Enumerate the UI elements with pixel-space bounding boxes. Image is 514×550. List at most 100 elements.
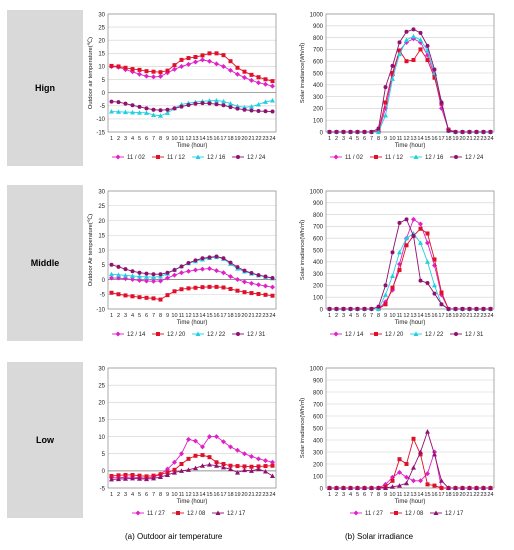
legend-item: 11 / 12 xyxy=(370,155,404,161)
data-point xyxy=(123,476,128,481)
x-axis-label: Time (hour) xyxy=(395,499,426,505)
data-point xyxy=(214,284,219,289)
data-point xyxy=(186,436,191,442)
data-point xyxy=(481,307,486,311)
data-point xyxy=(256,80,261,86)
data-point xyxy=(207,266,212,272)
plot-frame xyxy=(107,13,277,133)
x-tick-label: 11 xyxy=(397,313,403,319)
data-point xyxy=(397,268,402,273)
data-point xyxy=(207,284,212,289)
x-tick-label: 16 xyxy=(431,136,437,142)
x-tick-label: 6 xyxy=(363,492,366,498)
y-tick-label: 5 xyxy=(102,263,106,269)
legend-item: 12 / 22 xyxy=(192,331,226,338)
data-point xyxy=(418,221,423,227)
x-tick-label: 22 xyxy=(473,492,479,498)
x-tick-label: 20 xyxy=(459,313,465,319)
x-tick-label: 24 xyxy=(487,492,493,498)
data-point xyxy=(228,444,233,450)
data-point xyxy=(404,243,409,248)
data-point xyxy=(355,485,360,490)
data-point xyxy=(116,275,121,281)
data-point xyxy=(123,101,128,106)
data-point xyxy=(390,285,395,290)
series-1 xyxy=(109,284,275,302)
legend-label: 11 / 02 xyxy=(127,155,146,161)
data-point xyxy=(109,63,114,68)
y-tick-label: 1000 xyxy=(310,12,324,18)
legend-marker xyxy=(374,155,378,159)
data-point xyxy=(425,281,430,286)
legend-label: 12 / 17 xyxy=(227,511,246,517)
x-tick-label: 9 xyxy=(384,313,387,319)
data-point xyxy=(270,79,275,84)
data-point xyxy=(242,279,247,285)
x-tick-label: 3 xyxy=(342,136,345,142)
x-tick-label: 12 xyxy=(403,492,409,498)
data-point xyxy=(432,483,437,488)
data-point xyxy=(228,466,233,472)
data-point xyxy=(144,278,149,284)
data-point xyxy=(411,233,416,238)
x-tick-label: 23 xyxy=(262,136,268,142)
data-point xyxy=(397,220,402,225)
data-point xyxy=(193,465,198,471)
data-point xyxy=(460,307,465,311)
x-axis-label: Time (hour) xyxy=(395,320,426,326)
data-point xyxy=(270,293,275,298)
legend-marker xyxy=(236,332,240,336)
x-tick-label: 4 xyxy=(131,492,134,498)
legend-label: 11 / 27 xyxy=(147,511,166,517)
data-point xyxy=(172,66,177,72)
x-tick-label: 14 xyxy=(199,492,205,498)
data-point xyxy=(207,51,212,56)
data-point xyxy=(256,282,261,288)
data-point xyxy=(418,478,423,484)
data-point xyxy=(263,283,268,289)
data-point xyxy=(270,284,275,290)
y-tick-label: 100 xyxy=(313,474,324,480)
data-point xyxy=(179,462,184,466)
data-point xyxy=(186,467,191,472)
data-point xyxy=(235,447,240,453)
data-point xyxy=(242,467,247,473)
data-point xyxy=(467,485,472,490)
data-point xyxy=(200,266,205,272)
series-0 xyxy=(327,449,493,491)
y-tick-label: 700 xyxy=(313,402,324,408)
x-tick-label: 14 xyxy=(417,492,423,498)
legend-marker xyxy=(115,331,121,337)
series-3 xyxy=(327,217,493,311)
x-tick-label: 20 xyxy=(459,492,465,498)
data-point xyxy=(453,485,458,490)
data-point xyxy=(348,307,353,311)
x-tick-label: 17 xyxy=(220,492,226,498)
x-tick-label: 11 xyxy=(179,313,185,319)
series-line xyxy=(329,38,491,133)
legend-item: 12 / 22 xyxy=(410,331,444,338)
data-point xyxy=(425,429,430,434)
x-tick-label: 19 xyxy=(452,313,458,319)
data-point xyxy=(432,282,437,288)
x-axis-label: Time (hour) xyxy=(177,320,208,326)
x-tick-label: 9 xyxy=(384,136,387,142)
legend-marker xyxy=(413,154,419,159)
x-tick-label: 12 xyxy=(403,136,409,142)
data-point xyxy=(116,476,121,482)
data-point xyxy=(228,67,233,73)
x-tick-label: 10 xyxy=(171,492,177,498)
data-point xyxy=(256,273,261,278)
data-point xyxy=(425,259,430,264)
data-point xyxy=(137,270,142,275)
data-point xyxy=(362,485,367,490)
legend-label: 12 / 31 xyxy=(465,332,484,338)
x-tick-label: 16 xyxy=(431,492,437,498)
x-tick-label: 4 xyxy=(349,136,352,142)
data-point xyxy=(144,69,149,74)
data-point xyxy=(116,292,121,297)
x-tick-label: 18 xyxy=(445,136,451,142)
data-point xyxy=(109,476,114,482)
data-point xyxy=(144,106,149,111)
